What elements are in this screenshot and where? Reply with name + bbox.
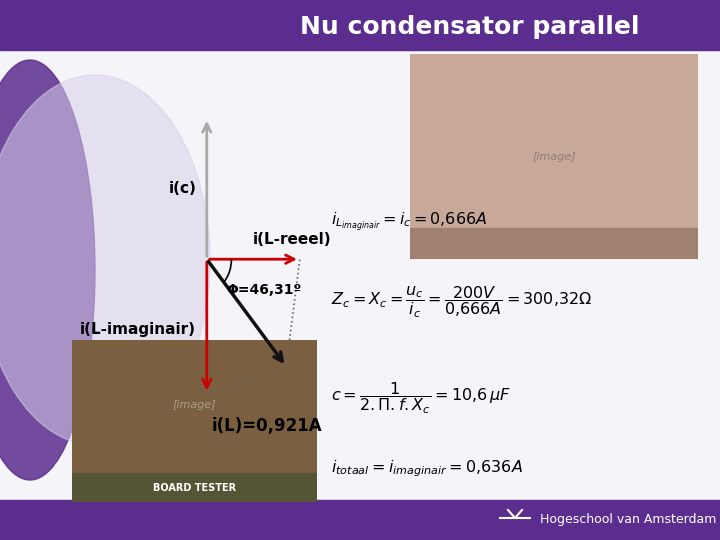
Text: Φ=46,31º: Φ=46,31º — [227, 284, 302, 298]
Text: i(L)=0,921A: i(L)=0,921A — [212, 417, 323, 435]
Text: Nu condensator parallel: Nu condensator parallel — [300, 15, 639, 39]
Text: $i_{L_{imaginair}} = i_c = 0{,}666A$: $i_{L_{imaginair}} = i_c = 0{,}666A$ — [331, 211, 487, 234]
Text: $Z_c = X_c = \dfrac{u_c}{i_c} = \dfrac{200V}{0{,}666A} = 300{,}32\Omega$: $Z_c = X_c = \dfrac{u_c}{i_c} = \dfrac{2… — [331, 284, 593, 320]
Text: $c = \dfrac{1}{2.\Pi.f.X_c} = 10{,}6\,\mu F$: $c = \dfrac{1}{2.\Pi.f.X_c} = 10{,}6\,\m… — [331, 380, 511, 416]
Bar — [0, 40, 720, 500]
Bar — [410, 228, 698, 259]
Ellipse shape — [0, 60, 95, 480]
Text: i(c): i(c) — [168, 181, 197, 196]
Bar — [0, 0, 720, 50]
Text: $i_{totaal} = i_{imaginair} = 0{,}636A$: $i_{totaal} = i_{imaginair} = 0{,}636A$ — [331, 459, 523, 480]
Text: Hogeschool van Amsterdam: Hogeschool van Amsterdam — [540, 514, 716, 526]
Text: [image]: [image] — [173, 400, 216, 410]
Ellipse shape — [0, 75, 210, 445]
Bar — [72, 473, 317, 502]
Text: i(L-imaginair): i(L-imaginair) — [80, 322, 196, 338]
Text: BOARD TESTER: BOARD TESTER — [153, 483, 236, 492]
Text: i(L-reeel): i(L-reeel) — [253, 232, 331, 247]
Text: [image]: [image] — [533, 152, 576, 161]
Bar — [0, 500, 720, 540]
